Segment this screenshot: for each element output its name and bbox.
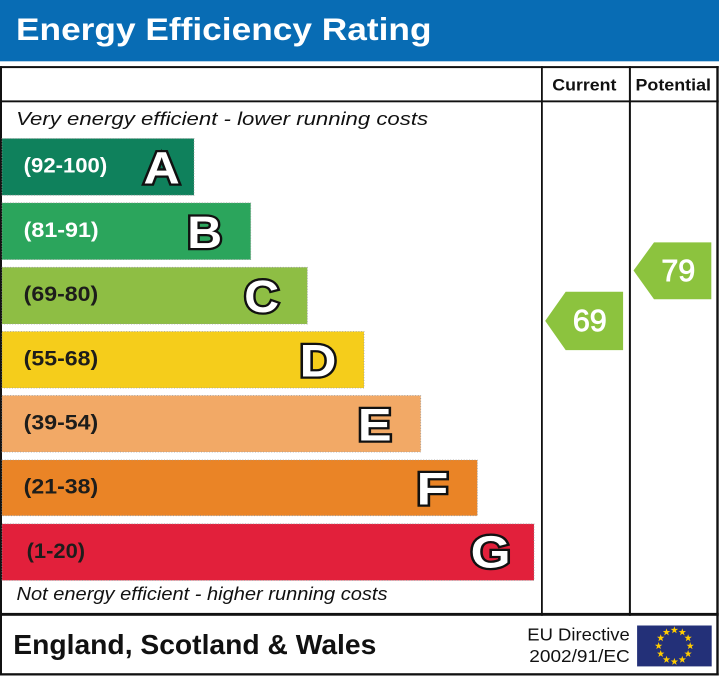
svg-text:D: D xyxy=(300,336,337,387)
svg-text:69: 69 xyxy=(573,304,607,338)
svg-text:England, Scotland & Wales: England, Scotland & Wales xyxy=(13,629,376,660)
svg-text:(81-91): (81-91) xyxy=(24,218,99,242)
svg-text:A: A xyxy=(143,144,179,194)
svg-text:79: 79 xyxy=(661,254,695,288)
svg-text:Current: Current xyxy=(552,75,617,94)
svg-text:EU Directive: EU Directive xyxy=(527,625,630,645)
svg-text:(55-68): (55-68) xyxy=(24,346,99,370)
svg-text:(92-100): (92-100) xyxy=(24,153,108,177)
svg-text:(39-54): (39-54) xyxy=(24,410,99,434)
svg-text:Very energy efficient - lower: Very energy efficient - lower running co… xyxy=(16,108,428,129)
svg-text:C: C xyxy=(244,271,279,321)
svg-text:(69-80): (69-80) xyxy=(24,282,99,306)
svg-text:(1-20): (1-20) xyxy=(27,539,86,563)
svg-text:G: G xyxy=(471,527,511,578)
svg-text:2002/91/EC: 2002/91/EC xyxy=(529,646,630,666)
svg-text:F: F xyxy=(417,464,449,514)
svg-text:(21-38): (21-38) xyxy=(24,474,99,498)
svg-text:Energy Efficiency Rating: Energy Efficiency Rating xyxy=(16,11,432,47)
svg-text:B: B xyxy=(187,207,222,257)
svg-text:Not energy efficient - higher: Not energy efficient - higher running co… xyxy=(17,583,388,604)
svg-text:Potential: Potential xyxy=(636,75,712,94)
svg-text:E: E xyxy=(358,400,392,451)
